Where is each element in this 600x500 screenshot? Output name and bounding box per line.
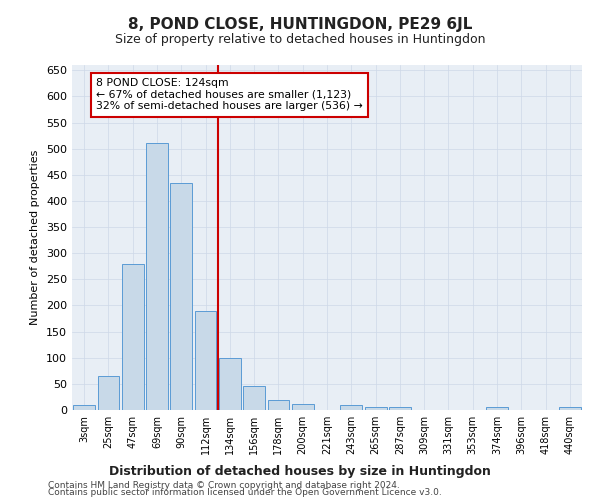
Text: 8, POND CLOSE, HUNTINGDON, PE29 6JL: 8, POND CLOSE, HUNTINGDON, PE29 6JL [128, 18, 472, 32]
Text: 8 POND CLOSE: 124sqm
← 67% of detached houses are smaller (1,123)
32% of semi-de: 8 POND CLOSE: 124sqm ← 67% of detached h… [96, 78, 363, 112]
Bar [365, 408, 386, 410]
Bar [73, 405, 95, 410]
Text: Contains HM Land Registry data © Crown copyright and database right 2024.: Contains HM Land Registry data © Crown c… [48, 480, 400, 490]
Y-axis label: Number of detached properties: Number of detached properties [31, 150, 40, 325]
Text: Size of property relative to detached houses in Huntingdon: Size of property relative to detached ho… [115, 32, 485, 46]
Bar [97, 376, 119, 410]
Bar [292, 404, 314, 410]
Bar [486, 408, 508, 410]
Bar [219, 358, 241, 410]
Bar [340, 405, 362, 410]
Text: Distribution of detached houses by size in Huntingdon: Distribution of detached houses by size … [109, 464, 491, 477]
Bar [559, 408, 581, 410]
Bar [389, 408, 411, 410]
Bar [268, 400, 289, 410]
Bar [122, 264, 143, 410]
Bar [146, 144, 168, 410]
Text: Contains public sector information licensed under the Open Government Licence v3: Contains public sector information licen… [48, 488, 442, 497]
Bar [194, 310, 217, 410]
Bar [243, 386, 265, 410]
Bar [170, 182, 192, 410]
